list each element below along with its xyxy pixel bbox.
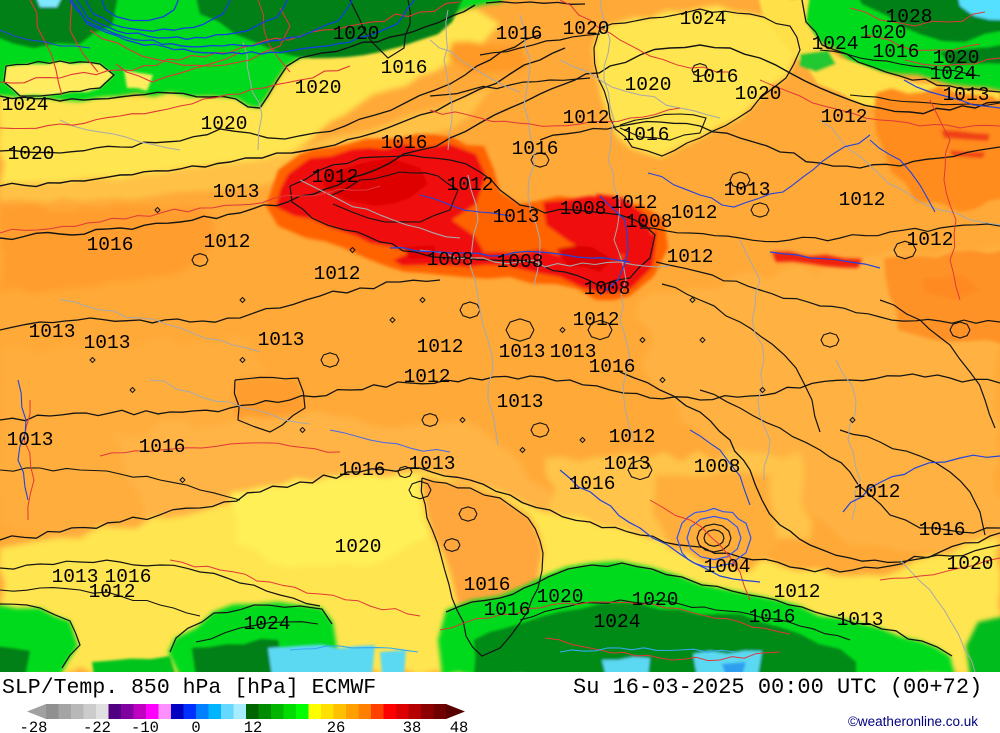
svg-text:1012: 1012 (404, 366, 451, 388)
svg-text:1013: 1013 (29, 321, 76, 343)
svg-text:1012: 1012 (204, 231, 251, 253)
svg-text:1012: 1012 (314, 263, 361, 285)
svg-text:1016: 1016 (464, 574, 511, 596)
svg-text:1008: 1008 (427, 249, 474, 271)
svg-text:1016: 1016 (512, 138, 559, 160)
svg-text:12: 12 (244, 719, 263, 733)
svg-text:1024: 1024 (812, 33, 859, 55)
svg-text:1008: 1008 (560, 198, 607, 220)
svg-text:1020: 1020 (860, 22, 907, 44)
svg-text:1016: 1016 (381, 57, 428, 79)
svg-text:1020: 1020 (201, 113, 248, 135)
svg-text:1013: 1013 (258, 329, 305, 351)
svg-text:1016: 1016 (381, 132, 428, 154)
svg-text:1012: 1012 (563, 107, 610, 129)
svg-text:1020: 1020 (563, 18, 610, 40)
svg-text:1012: 1012 (417, 336, 464, 358)
svg-text:1016: 1016 (496, 23, 543, 45)
svg-text:1024: 1024 (930, 63, 977, 85)
svg-text:1013: 1013 (213, 181, 260, 203)
svg-text:1013: 1013 (604, 453, 651, 475)
svg-text:1013: 1013 (7, 429, 54, 451)
svg-text:1020: 1020 (947, 553, 994, 575)
svg-text:1016: 1016 (484, 599, 531, 621)
svg-text:1024: 1024 (244, 613, 291, 635)
svg-text:1012: 1012 (821, 106, 868, 128)
svg-text:1016: 1016 (873, 41, 920, 63)
svg-text:48: 48 (450, 719, 469, 733)
svg-text:1016: 1016 (919, 519, 966, 541)
svg-text:1013: 1013 (499, 341, 546, 363)
svg-text:1024: 1024 (680, 8, 727, 30)
svg-text:1012: 1012 (312, 166, 359, 188)
svg-text:1020: 1020 (625, 74, 672, 96)
svg-text:1012: 1012 (839, 189, 886, 211)
svg-text:1012: 1012 (447, 174, 494, 196)
svg-text:1012: 1012 (573, 309, 620, 331)
svg-text:1020: 1020 (8, 143, 55, 165)
svg-text:1013: 1013 (84, 332, 131, 354)
svg-text:-10: -10 (131, 719, 159, 733)
svg-text:0: 0 (191, 719, 200, 733)
svg-text:1020: 1020 (933, 47, 980, 69)
svg-text:1012: 1012 (667, 246, 714, 268)
svg-text:1012: 1012 (774, 581, 821, 603)
svg-text:1013: 1013 (943, 84, 990, 106)
svg-text:1024: 1024 (594, 611, 641, 633)
svg-text:1008: 1008 (497, 251, 544, 273)
svg-text:1016: 1016 (749, 606, 796, 628)
svg-text:1013: 1013 (497, 391, 544, 413)
svg-text:1020: 1020 (335, 536, 382, 558)
svg-text:1020: 1020 (632, 589, 679, 611)
svg-text:1012: 1012 (854, 481, 901, 503)
svg-text:1016: 1016 (692, 66, 739, 88)
svg-text:1016: 1016 (569, 473, 616, 495)
svg-text:1012: 1012 (609, 426, 656, 448)
svg-text:1012: 1012 (907, 229, 954, 251)
svg-text:1012: 1012 (89, 581, 136, 603)
svg-text:1028: 1028 (886, 6, 933, 28)
svg-text:1013: 1013 (724, 179, 771, 201)
svg-text:1020: 1020 (537, 586, 584, 608)
svg-text:1013: 1013 (409, 453, 456, 475)
svg-text:38: 38 (403, 719, 422, 733)
svg-text:1020: 1020 (333, 23, 380, 45)
svg-text:1024: 1024 (2, 94, 49, 116)
svg-text:1016: 1016 (87, 234, 134, 256)
svg-text:1013: 1013 (52, 566, 99, 588)
svg-text:1016: 1016 (589, 356, 636, 378)
svg-text:1012: 1012 (611, 192, 658, 214)
svg-text:1008: 1008 (694, 456, 741, 478)
svg-text:1020: 1020 (735, 83, 782, 105)
svg-text:1008: 1008 (584, 278, 631, 300)
svg-text:1013: 1013 (493, 206, 540, 228)
svg-text:-28: -28 (20, 719, 48, 733)
svg-text:1013: 1013 (550, 341, 597, 363)
svg-text:1013: 1013 (837, 609, 884, 631)
svg-text:-22: -22 (83, 719, 111, 733)
svg-text:1016: 1016 (339, 459, 386, 481)
svg-text:1016: 1016 (139, 436, 186, 458)
svg-text:1004: 1004 (704, 556, 751, 578)
svg-text:1016: 1016 (105, 566, 152, 588)
svg-text:1012: 1012 (671, 202, 718, 224)
svg-text:1008: 1008 (626, 211, 673, 233)
svg-text:26: 26 (327, 719, 346, 733)
svg-text:1020: 1020 (295, 77, 342, 99)
svg-text:1016: 1016 (623, 124, 670, 146)
